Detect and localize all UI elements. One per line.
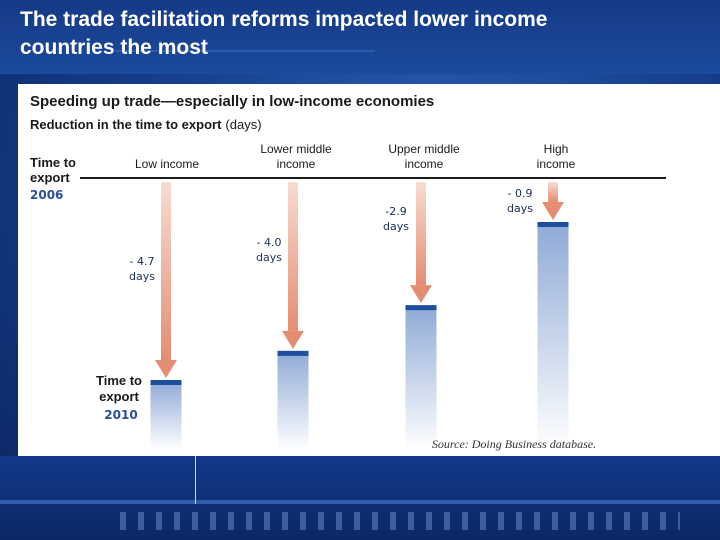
value-label-upper-middle-income: -2.9: [385, 205, 406, 218]
category-label-upper-middle-income: Upper middle: [388, 142, 460, 156]
chart-source: Source: Doing Business database.: [432, 437, 596, 451]
footer-divider: [195, 456, 196, 504]
arrow-head-upper-middle-income: [410, 285, 432, 304]
chart-title: Speeding up trade—especially in low-inco…: [30, 93, 434, 110]
category-label-upper-middle-income: income: [405, 157, 444, 171]
chart-panel: [18, 84, 720, 456]
bar-lower-middle-income: [277, 350, 309, 450]
arrow-head-high-income: [542, 202, 564, 220]
category-label-lower-middle-income: Lower middle: [260, 142, 332, 156]
arrow-head-low-income: [155, 360, 177, 378]
end-year: 2010: [104, 408, 137, 422]
value-label-lower-middle-income: - 4.0: [257, 236, 282, 249]
bar-top-high-income: [537, 222, 569, 227]
arrow-head-lower-middle-income: [282, 330, 304, 349]
chart-subtitle-unit: (days): [225, 117, 261, 132]
arrow-shaft-upper-middle-income: [416, 182, 426, 286]
value-unit-low-income: days: [129, 270, 155, 283]
value-unit-high-income: days: [507, 202, 533, 215]
value-unit-upper-middle-income: days: [383, 220, 409, 233]
chart-subtitle: Reduction in the time to export (days): [30, 117, 262, 132]
bar-top-lower-middle-income: [277, 350, 309, 356]
footer-pattern: [120, 512, 680, 530]
bar-upper-middle-income: [405, 305, 437, 450]
bar-top-upper-middle-income: [405, 305, 437, 311]
arrow-shaft-high-income: [548, 182, 558, 202]
bar-high-income: [537, 222, 569, 450]
slide-title: The trade facilitation reforms impacted …: [20, 8, 548, 59]
end-label-line-2: export: [99, 389, 139, 404]
category-label-high-income: income: [537, 157, 576, 171]
category-label-lower-middle-income: income: [277, 157, 316, 171]
value-label-high-income: - 0.9: [508, 187, 533, 200]
footer-stripe: [0, 500, 720, 504]
category-label-low-income: Low income: [135, 157, 199, 171]
arrow-shaft-lower-middle-income: [288, 182, 298, 331]
title-decoration-line: [115, 50, 375, 52]
value-unit-lower-middle-income: days: [256, 251, 282, 264]
slide-footer: [0, 456, 720, 540]
end-label: Time to export: [96, 373, 142, 404]
title-band: [0, 0, 720, 74]
bar-top-low-income: [150, 380, 182, 385]
arrow-shaft-low-income: [161, 182, 171, 360]
chart-subtitle-bold: Reduction in the time to export: [30, 117, 222, 132]
start-label-line-2: export: [30, 170, 70, 185]
bar-low-income: [150, 380, 182, 450]
value-label-low-income: - 4.7: [130, 255, 155, 268]
start-label-line-1: Time to: [30, 155, 76, 170]
end-label-line-1: Time to: [96, 373, 142, 388]
start-label: Time to export: [30, 155, 76, 185]
category-label-high-income: High: [544, 142, 569, 156]
start-year: 2006: [30, 188, 63, 202]
